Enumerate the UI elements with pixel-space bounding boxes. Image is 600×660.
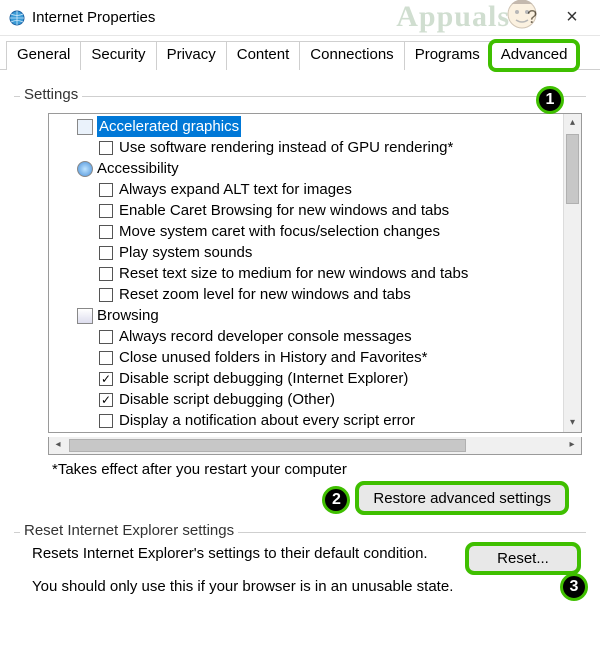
- checkbox[interactable]: [99, 246, 113, 260]
- settings-tree[interactable]: Accelerated graphics Use software render…: [48, 113, 582, 433]
- tree-item[interactable]: Always expand ALT text for images: [49, 179, 563, 200]
- tree-item[interactable]: Close unused folders in History and Favo…: [49, 347, 563, 368]
- tree-item[interactable]: ✓Disable script debugging (Other): [49, 389, 563, 410]
- horizontal-scrollbar[interactable]: ◂ ▸: [48, 437, 582, 455]
- tab-strip: General Security Privacy Content Connect…: [0, 40, 600, 70]
- browsing-icon: [77, 308, 93, 324]
- accessibility-icon: [77, 161, 93, 177]
- title-bar: Internet Properties ? ×: [0, 0, 600, 36]
- scroll-down-arrow[interactable]: ▾: [564, 414, 581, 432]
- tab-content[interactable]: Content: [226, 41, 301, 70]
- restart-footnote: *Takes effect after you restart your com…: [52, 461, 582, 478]
- internet-options-icon: [8, 9, 26, 27]
- reset-button[interactable]: Reset...: [468, 545, 578, 572]
- restore-advanced-settings-button[interactable]: Restore advanced settings: [358, 484, 566, 512]
- close-button[interactable]: ×: [552, 6, 592, 29]
- reset-group-label: Reset Internet Explorer settings: [20, 522, 238, 539]
- scroll-track[interactable]: [67, 437, 563, 454]
- checkbox[interactable]: [99, 351, 113, 365]
- tab-programs[interactable]: Programs: [404, 41, 491, 70]
- scroll-thumb[interactable]: [69, 439, 466, 452]
- scroll-left-arrow[interactable]: ◂: [49, 437, 67, 454]
- tab-advanced[interactable]: Advanced: [490, 41, 579, 70]
- window-title: Internet Properties: [32, 9, 512, 26]
- tab-connections[interactable]: Connections: [299, 41, 404, 70]
- checkbox[interactable]: [99, 330, 113, 344]
- tree-section[interactable]: Accelerated graphics: [49, 116, 563, 137]
- checkbox[interactable]: [99, 204, 113, 218]
- checkbox[interactable]: [99, 414, 113, 428]
- display-icon: [77, 119, 93, 135]
- checkbox[interactable]: [99, 267, 113, 281]
- tree-item[interactable]: Reset text size to medium for new window…: [49, 263, 563, 284]
- tree-item[interactable]: Use software rendering instead of GPU re…: [49, 137, 563, 158]
- help-button[interactable]: ?: [512, 7, 552, 28]
- checkbox[interactable]: [99, 141, 113, 155]
- scroll-track[interactable]: [564, 132, 581, 414]
- checkbox[interactable]: ✓: [99, 372, 113, 386]
- scroll-thumb[interactable]: [566, 134, 579, 204]
- tree-section[interactable]: Accessibility: [49, 158, 563, 179]
- tree-item[interactable]: ✓Disable script debugging (Internet Expl…: [49, 368, 563, 389]
- checkbox[interactable]: [99, 183, 113, 197]
- tab-privacy[interactable]: Privacy: [156, 41, 227, 70]
- reset-description: Resets Internet Explorer's settings to t…: [32, 545, 468, 562]
- checkbox[interactable]: ✓: [99, 393, 113, 407]
- scroll-up-arrow[interactable]: ▴: [564, 114, 581, 132]
- tree-item[interactable]: Play system sounds: [49, 242, 563, 263]
- callout-marker-1: 1: [536, 86, 564, 114]
- vertical-scrollbar[interactable]: ▴ ▾: [563, 114, 581, 432]
- callout-marker-2: 2: [322, 486, 350, 514]
- settings-tree-content: Accelerated graphics Use software render…: [49, 114, 563, 432]
- tab-security[interactable]: Security: [80, 41, 156, 70]
- callout-marker-3: 3: [560, 573, 588, 601]
- reset-hint: You should only use this if your browser…: [32, 578, 578, 595]
- tree-item[interactable]: Always record developer console messages: [49, 326, 563, 347]
- scroll-right-arrow[interactable]: ▸: [563, 437, 581, 454]
- tree-item[interactable]: Enable Caret Browsing for new windows an…: [49, 200, 563, 221]
- settings-group: Settings Accelerated graphics Use softwa…: [14, 86, 586, 512]
- tree-item[interactable]: Display a notification about every scrip…: [49, 410, 563, 431]
- tree-section[interactable]: Browsing: [49, 305, 563, 326]
- tab-general[interactable]: General: [6, 41, 81, 70]
- tree-item[interactable]: Reset zoom level for new windows and tab…: [49, 284, 563, 305]
- checkbox[interactable]: [99, 225, 113, 239]
- checkbox[interactable]: [99, 288, 113, 302]
- settings-group-label: Settings: [20, 86, 82, 103]
- reset-group: Reset Internet Explorer settings Resets …: [14, 522, 586, 595]
- tree-item[interactable]: Move system caret with focus/selection c…: [49, 221, 563, 242]
